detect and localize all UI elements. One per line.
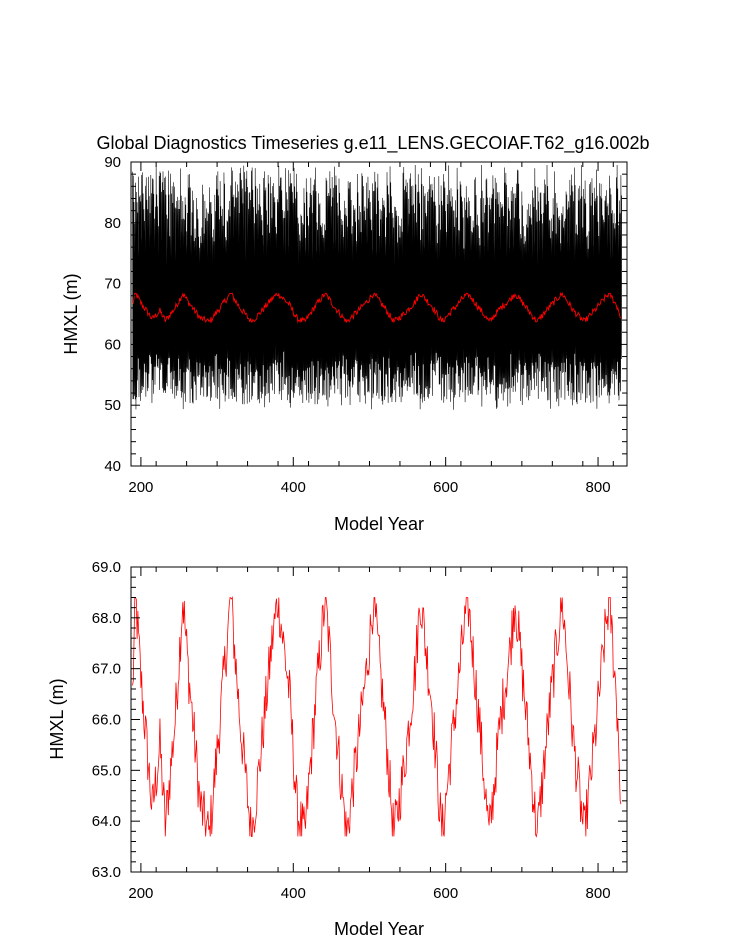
x-tick-label: 400 — [281, 885, 306, 902]
y-tick-label: 50 — [104, 397, 121, 414]
y-tick-label: 70 — [104, 276, 121, 293]
bottom-series-group — [132, 595, 622, 838]
y-tick-label: 80 — [104, 215, 121, 232]
y-tick-label: 90 — [104, 154, 121, 171]
y-tick-label: 65.0 — [92, 762, 121, 779]
bottom-plot-frame — [130, 566, 628, 873]
top-series-group — [132, 165, 622, 410]
y-tick-label: 64.0 — [92, 813, 121, 830]
y-tick-label: 60 — [104, 336, 121, 353]
annual-series-line-top — [132, 291, 622, 324]
bottom-y-axis-label: HMXL (m) — [47, 678, 67, 759]
x-tick-label: 800 — [586, 885, 611, 902]
x-tick-label: 200 — [128, 885, 153, 902]
x-tick-label: 200 — [128, 479, 153, 496]
panel-bottom: 200 400 600 800 63.0 64.0 65.0 66.0 67.0 68.0 69.0… — [47, 559, 628, 939]
bottom-axes: 200 400 600 800 63.0 64.0 65.0 66.0 67.0 68.0 69.0 — [92, 559, 627, 902]
top-axes: 200 400 600 800 40 50 60 70 80 90 — [104, 154, 627, 496]
panel-top: 200 400 600 800 40 50 60 70 80 90 Model Year HMXL… — [61, 154, 628, 534]
y-tick-label: 40 — [104, 458, 121, 475]
top-plot-frame — [130, 161, 628, 467]
y-tick-label: 63.0 — [92, 864, 121, 881]
top-x-axis-label: Model Year — [334, 514, 424, 534]
y-tick-label: 66.0 — [92, 712, 121, 729]
top-y-axis-label: HMXL (m) — [61, 273, 81, 354]
y-tick-label: 68.0 — [92, 610, 121, 627]
x-tick-label: 800 — [586, 479, 611, 496]
x-tick-label: 400 — [281, 479, 306, 496]
annual-series-line-bottom — [132, 595, 622, 838]
monthly-series-line — [132, 165, 622, 410]
y-tick-label: 67.0 — [92, 661, 121, 678]
chart-title: Global Diagnostics Timeseries g.e11_LENS… — [97, 133, 650, 154]
x-tick-label: 600 — [433, 479, 458, 496]
bottom-x-axis-label: Model Year — [334, 919, 424, 939]
y-tick-label: 69.0 — [92, 559, 121, 576]
x-tick-label: 600 — [433, 885, 458, 902]
